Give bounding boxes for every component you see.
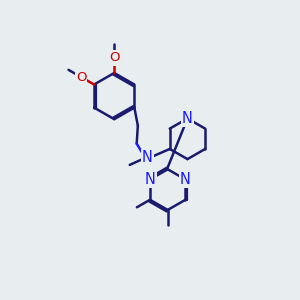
Text: N: N [145,172,155,187]
Text: O: O [109,51,119,64]
Text: N: N [142,150,153,165]
Text: O: O [76,70,86,83]
Text: N: N [180,172,191,187]
Text: N: N [182,111,193,126]
